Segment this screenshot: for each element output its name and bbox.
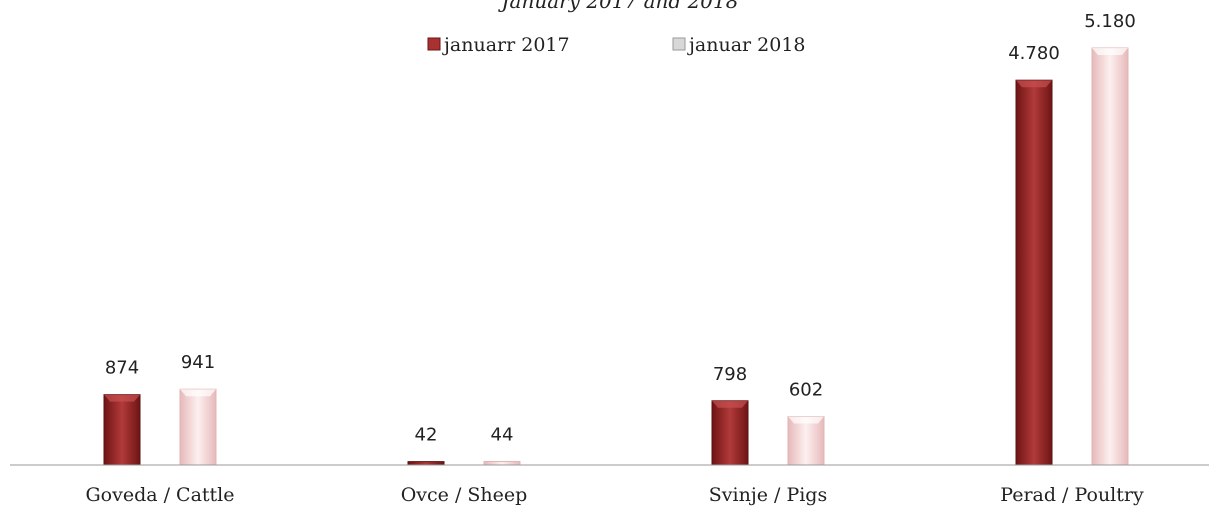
legend-swatch-2018 bbox=[672, 37, 686, 51]
value-label-2017-3: 4.780 bbox=[1008, 43, 1060, 64]
value-label-2017-1: 42 bbox=[415, 425, 438, 446]
legend-label-2018: januar 2018 bbox=[687, 34, 806, 56]
legend-swatch-2017 bbox=[427, 37, 441, 51]
legend: januarr 2017 januar 2018 bbox=[427, 34, 806, 56]
value-label-2018-3: 5.180 bbox=[1084, 11, 1136, 32]
value-label-2018-1: 44 bbox=[491, 424, 514, 445]
bar-bevel-2017-3 bbox=[1016, 80, 1052, 88]
bar-2018-3 bbox=[1091, 47, 1129, 466]
value-label-2018-0: 941 bbox=[181, 352, 215, 373]
bar-bevel-2017-0 bbox=[104, 394, 140, 402]
category-labels-group: Goveda / Cattle Ovce / Sheep Svinje / Pigs… bbox=[85, 484, 1144, 506]
bar-2017-2 bbox=[711, 400, 749, 466]
chart-subtitle: January 2017 and 2018 bbox=[498, 0, 739, 13]
category-label-0: Goveda / Cattle bbox=[85, 484, 234, 506]
value-label-2018-2: 602 bbox=[789, 380, 823, 401]
bar-2018-0 bbox=[179, 388, 217, 466]
bar-bevel-2018-0 bbox=[180, 389, 216, 397]
category-label-3: Perad / Poultry bbox=[1000, 484, 1144, 506]
category-label-2: Svinje / Pigs bbox=[709, 484, 827, 506]
bar-bevel-2018-3 bbox=[1092, 48, 1128, 55]
bar-bevel-2018-2 bbox=[788, 416, 824, 424]
bar-bevel-2017-2 bbox=[712, 400, 748, 408]
bars-group bbox=[103, 47, 1129, 466]
bar-2017-0 bbox=[103, 394, 141, 466]
bar-2017-3 bbox=[1015, 79, 1053, 466]
bar-2018-1 bbox=[483, 460, 521, 466]
category-label-1: Ovce / Sheep bbox=[401, 484, 528, 506]
bar-2017-1 bbox=[407, 461, 445, 466]
value-labels-group: 874 941 42 44 798 602 4.780 5.180 bbox=[105, 11, 1136, 446]
value-label-2017-2: 798 bbox=[713, 364, 747, 385]
legend-label-2017: januarr 2017 bbox=[442, 34, 570, 56]
bar-2018-2 bbox=[787, 416, 825, 466]
value-label-2017-0: 874 bbox=[105, 358, 139, 379]
